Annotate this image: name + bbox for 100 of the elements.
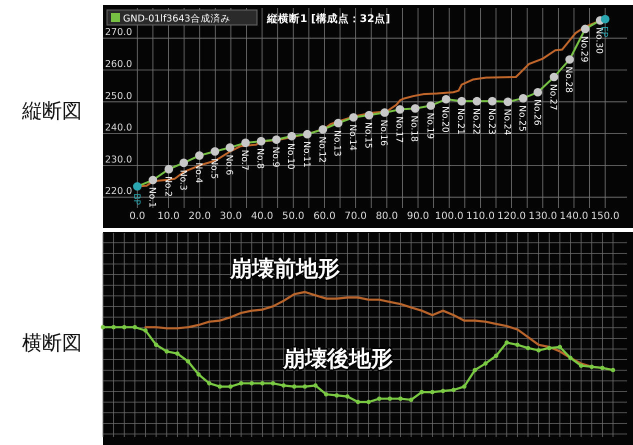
point	[377, 396, 382, 401]
point	[196, 372, 201, 377]
annotation: No.3	[177, 170, 188, 191]
annotation: No.2	[162, 176, 172, 197]
x-tick-label: 140.0	[560, 211, 588, 222]
annotation: No.28	[563, 66, 574, 94]
legend: GND-01lf3643合成済み	[106, 10, 258, 26]
x-tick-label: 30.0	[220, 211, 242, 222]
x-tick-label: 90.0	[406, 211, 430, 222]
x-tick-label: 60.0	[313, 211, 336, 222]
point	[154, 342, 158, 347]
y-tick-label: 260.0	[105, 59, 132, 70]
point	[302, 384, 308, 389]
x-tick-label: 110.0	[466, 211, 495, 222]
point	[324, 392, 328, 396]
point	[408, 398, 414, 402]
x-tick-label: 0.0	[129, 211, 146, 222]
text: 縦断図	[21, 98, 82, 122]
series-label: 崩壊前地形	[228, 257, 340, 282]
annotation: No.6	[223, 154, 234, 176]
point	[175, 351, 180, 356]
annotation: No.20	[440, 106, 450, 133]
x-tick-label: 120.0	[497, 211, 526, 222]
point	[281, 383, 286, 388]
annotation: BP	[130, 193, 141, 206]
point	[345, 394, 350, 399]
annotation: No.9	[270, 146, 280, 168]
point	[334, 393, 339, 398]
x-tick-label: 150.0	[590, 211, 620, 222]
point	[366, 400, 371, 404]
point	[526, 346, 530, 350]
annotation: No.29	[578, 36, 589, 63]
y-tick-label: 230.0	[105, 154, 132, 166]
point	[494, 354, 498, 358]
point	[451, 388, 456, 392]
point	[600, 366, 605, 370]
annotation: No.13	[332, 130, 342, 157]
annotation: No.1	[146, 187, 156, 208]
point	[218, 384, 222, 389]
annotation: No.19	[424, 112, 434, 140]
point	[207, 381, 212, 386]
annotation: No.8	[254, 148, 265, 170]
point	[111, 325, 116, 330]
point	[536, 348, 541, 352]
annotation: No.11	[300, 141, 311, 168]
point	[122, 325, 126, 330]
point	[578, 364, 584, 368]
point	[483, 361, 488, 366]
annotation: No.24	[501, 108, 512, 136]
annotation: No.18	[408, 115, 419, 142]
point	[100, 325, 106, 330]
y-tick-label: 240.0	[105, 122, 132, 134]
annotation: No.23	[486, 108, 496, 135]
annotation: No.25	[516, 105, 527, 132]
x-tick-label: 10.0	[157, 211, 180, 222]
point	[143, 328, 148, 333]
annotation: No.22	[470, 108, 480, 135]
point	[440, 388, 446, 394]
point	[388, 396, 392, 401]
point	[515, 342, 520, 347]
annotation: No.15	[362, 122, 373, 149]
annotation: No.7	[239, 150, 250, 170]
x-tick-label: 130.0	[528, 211, 558, 222]
point	[558, 344, 562, 350]
annotation: No.5	[208, 158, 218, 180]
point	[504, 340, 509, 345]
point	[462, 384, 466, 389]
point	[420, 390, 424, 394]
y-tick-label: 270.0	[105, 27, 132, 38]
point	[568, 356, 573, 360]
x-tick-label: 40.0	[250, 211, 274, 222]
legend-label: GND-01lf3643合成済み	[123, 12, 230, 24]
x-tick-label: 100.0	[434, 211, 464, 222]
annotation: No.27	[548, 84, 558, 110]
annotation: No.10	[285, 143, 296, 170]
point	[260, 381, 265, 386]
point	[132, 325, 138, 330]
annotation: No.14	[346, 124, 357, 152]
point	[250, 381, 254, 386]
point	[186, 359, 190, 364]
annotation: 縦横断1 [構成点：32点]	[266, 12, 390, 25]
point	[270, 381, 276, 386]
y-tick-label: 250.0	[105, 90, 132, 102]
y-tick-label: 220.0	[105, 186, 132, 198]
x-tick-label: 80.0	[376, 211, 398, 222]
point	[472, 368, 478, 372]
annotation: No.26	[531, 99, 542, 126]
annotation: No.4	[192, 162, 203, 184]
point	[164, 349, 169, 354]
x-tick-label: 20.0	[188, 211, 211, 222]
point	[228, 384, 233, 389]
x-tick-label: 50.0	[282, 211, 304, 222]
point	[547, 346, 552, 350]
point	[292, 384, 296, 389]
annotation: No.17	[393, 116, 404, 143]
text: 横断図	[22, 330, 82, 354]
point	[398, 396, 403, 401]
point	[313, 383, 318, 388]
series-label: 崩壊後地形	[282, 347, 393, 372]
x-tick-label: 70.0	[344, 211, 367, 222]
